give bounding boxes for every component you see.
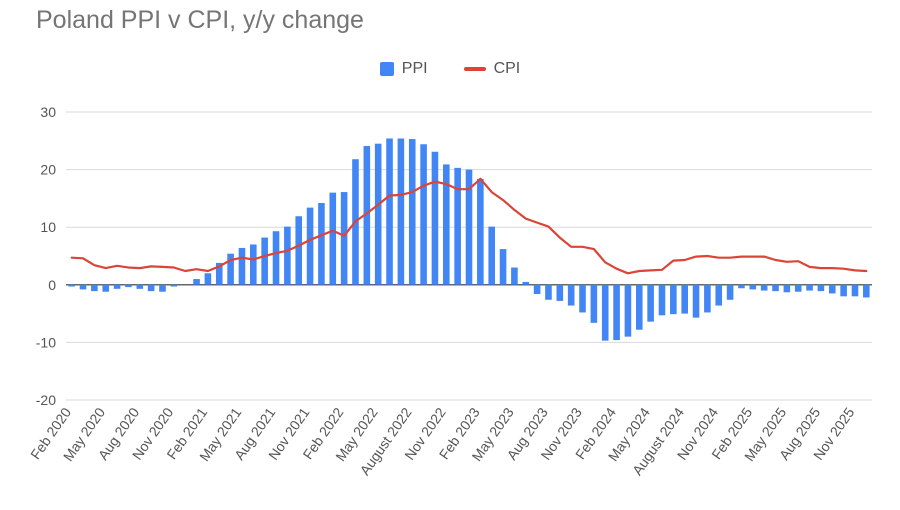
ppi-bar [68,284,75,287]
legend-item-cpi[interactable]: CPI [463,60,521,78]
ppi-bar [102,284,110,292]
ppi-bar [488,226,495,285]
ppi-bar [159,284,166,292]
ppi-bar [374,143,382,285]
legend: PPI CPI [0,60,900,78]
legend-label-ppi: PPI [401,60,428,77]
ppi-bar [136,284,144,289]
ppi-bar [91,284,98,292]
cpi-line [70,177,868,275]
ppi-bar [477,178,484,285]
ppi-bar [863,284,870,298]
y-tick-label: 30 [40,104,56,120]
ppi-bar [79,284,87,290]
ppi-bar [704,284,711,313]
ppi-bar [851,284,859,297]
ppi-bar [340,192,348,285]
ppi-bar [567,284,575,306]
ppi-bar [408,139,416,285]
ppi-bar [726,284,734,300]
y-tick-label: 0 [48,277,56,293]
ppi-bar [817,284,825,292]
ppi-bar [806,284,813,291]
legend-swatch-cpi [463,67,486,71]
ppi-bar [533,284,541,295]
ppi-bar [624,284,632,337]
ppi-bar [113,284,121,289]
ppi-bar [590,284,598,323]
ppi-bar [329,192,337,285]
ppi-bar [386,138,393,285]
ppi-bar [840,284,847,297]
ppi-bar [397,138,405,285]
ppi-bar [499,249,507,285]
ppi-bar [125,284,132,288]
ppi-bar [579,284,586,313]
ppi-bar [522,281,530,285]
ppi-bar [635,284,643,330]
ppi-bar [306,207,314,285]
ppi-bar [772,284,779,292]
chart-title: Poland PPI v CPI, y/y change [36,6,364,34]
y-tick-label: -20 [36,392,56,408]
ppi-bar [715,284,723,306]
ppi-bar [272,231,280,285]
ppi-bar [465,169,473,285]
legend-swatch-ppi [379,62,394,76]
ppi-bar [284,226,291,285]
ppi-bar [556,284,564,301]
ppi-bar [613,284,620,341]
ppi-bar [794,284,802,292]
ppi-bar [431,151,439,285]
ppi-bar [545,284,552,300]
ppi-bar [238,247,246,285]
ppi-bar [738,284,745,289]
y-tick-label: 10 [40,219,56,235]
ppi-bar [147,284,155,292]
ppi-bar [601,284,609,341]
ppi-bar [420,144,427,285]
ppi-bar [261,237,268,285]
ppi-bar [170,284,178,287]
ppi-bar [828,284,836,294]
ppi-bar [670,284,677,315]
ppi-bar [454,167,461,285]
ppi-bar [443,164,450,285]
ppi-bar [295,216,303,285]
ppi-bar [204,273,212,285]
y-tick-label: 20 [40,162,56,178]
ppi-bar [783,284,791,293]
ppi-bar [692,284,700,318]
ppi-bar [647,284,654,322]
ppi-bar [250,244,257,285]
ppi-bar [760,284,768,291]
ppi-bar [363,145,371,285]
ppi-bar [511,267,518,285]
ppi-bar [227,253,234,285]
ppi-bar [193,279,200,285]
ppi-bar [681,284,688,314]
ppi-bar [215,262,223,285]
y-tick-label: -10 [36,334,56,350]
ppi-bar [658,284,666,316]
ppi-bar [318,203,325,285]
legend-label-cpi: CPI [493,60,521,77]
legend-item-ppi[interactable]: PPI [379,60,428,78]
ppi-bar [749,284,757,290]
